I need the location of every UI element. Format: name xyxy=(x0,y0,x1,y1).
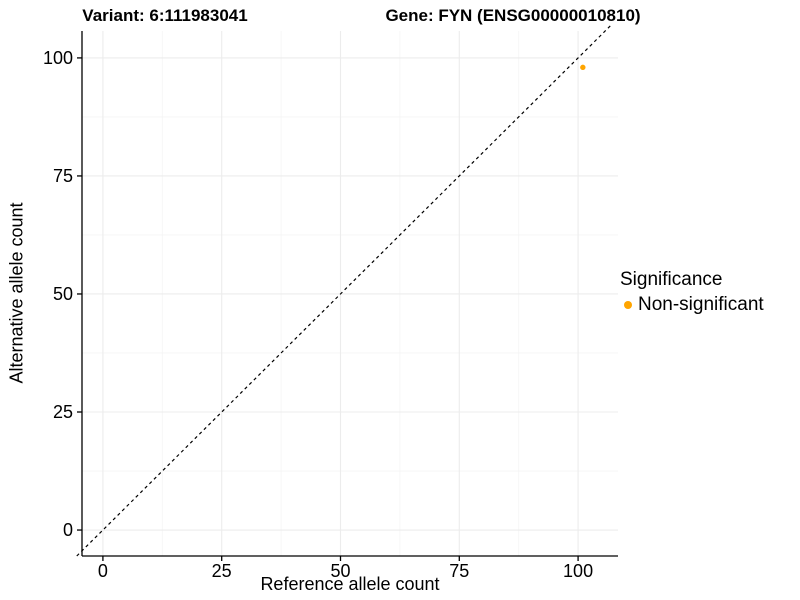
x-tick-label: 100 xyxy=(563,561,593,581)
x-axis-title: Reference allele count xyxy=(260,574,440,594)
y-tick-label: 100 xyxy=(43,48,73,68)
y-tick-label: 75 xyxy=(53,166,73,186)
legend-item-label: Non-significant xyxy=(638,294,764,315)
x-tick-label: 50 xyxy=(330,561,350,581)
data-point xyxy=(580,64,586,71)
y-tick-label: 0 xyxy=(63,520,73,540)
plot-title-variant: Variant: 6:111983041 xyxy=(82,6,248,25)
x-tick-label: 0 xyxy=(98,561,108,581)
x-tick-label: 25 xyxy=(212,561,232,581)
y-axis-title: Alternative allele count xyxy=(6,202,27,384)
plot-title-gene: Gene: FYN (ENSG00000010810) xyxy=(385,6,641,25)
y-tick-label: 25 xyxy=(53,402,73,422)
x-tick-label: 75 xyxy=(449,561,469,581)
legend: Significance Non-significant xyxy=(620,269,764,316)
y-tick-label: 50 xyxy=(53,284,73,304)
legend-marker-dot-icon xyxy=(624,301,632,309)
identity-line xyxy=(76,23,613,557)
legend-item: Non-significant xyxy=(620,294,764,316)
legend-title: Significance xyxy=(620,269,723,290)
